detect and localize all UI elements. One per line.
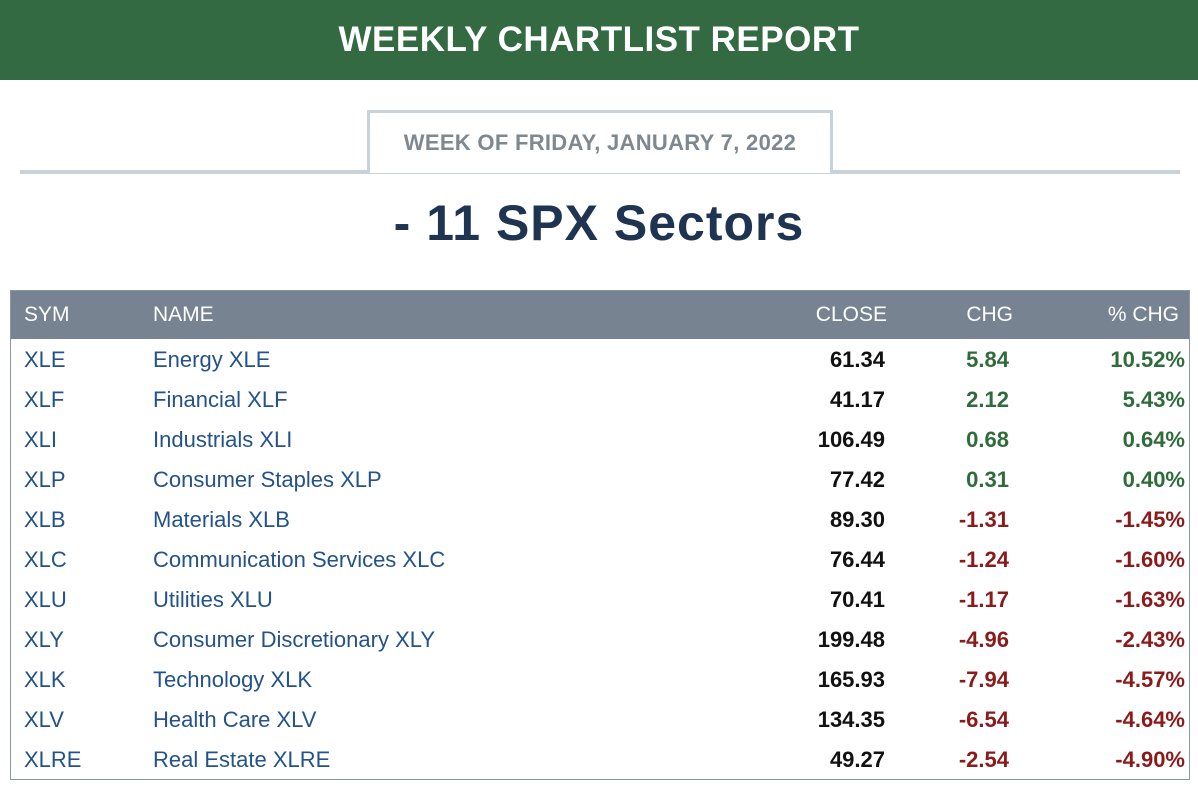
column-header-name[interactable]: NAME	[153, 303, 214, 326]
close-value: 134.35	[817, 707, 885, 732]
change-value: 0.68	[966, 427, 1009, 452]
table-row: XLU Utilities XLU 70.41 -1.17 -1.63%	[11, 580, 1189, 620]
pct-change-value: 5.43%	[1122, 387, 1185, 412]
table-row: XLV Health Care XLV 134.35 -6.54 -4.64%	[11, 700, 1189, 740]
week-label: WEEK OF FRIDAY, JANUARY 7, 2022	[403, 130, 797, 155]
close-value: 61.34	[829, 347, 885, 372]
section-title: - 11 SPX Sectors	[393, 195, 805, 251]
week-label-box: WEEK OF FRIDAY, JANUARY 7, 2022	[367, 110, 833, 173]
table-row: XLB Materials XLB 89.30 -1.31 -1.45%	[11, 500, 1189, 540]
report-banner: WEEKLY CHARTLIST REPORT	[0, 0, 1198, 80]
pct-change-value: 0.64%	[1122, 427, 1185, 452]
pct-change-value: -2.43%	[1115, 627, 1185, 652]
close-value: 89.30	[829, 507, 885, 532]
change-value: -7.94	[958, 667, 1009, 692]
table-row: XLF Financial XLF 41.17 2.12 5.43%	[11, 380, 1189, 420]
pct-change-value: -1.45%	[1115, 507, 1185, 532]
sector-name-link[interactable]: Consumer Discretionary XLY	[153, 627, 436, 652]
sector-name-link[interactable]: Consumer Staples XLP	[153, 467, 382, 492]
table-row: XLP Consumer Staples XLP 77.42 0.31 0.40%	[11, 460, 1189, 500]
column-header-pct-chg[interactable]: % CHG	[1107, 303, 1179, 326]
symbol-link[interactable]: XLRE	[24, 747, 82, 772]
sector-name-link[interactable]: Financial XLF	[153, 387, 288, 412]
sector-name-link[interactable]: Communication Services XLC	[153, 547, 446, 572]
table-row: XLC Communication Services XLC 76.44 -1.24 -…	[11, 540, 1189, 580]
close-value: 199.48	[817, 627, 885, 652]
table-row: XLI Industrials XLI 106.49 0.68 0.64%	[11, 420, 1189, 460]
pct-change-value: 0.40%	[1122, 467, 1185, 492]
pct-change-value: -1.60%	[1115, 547, 1185, 572]
table-row: XLE Energy XLE 61.34 5.84 10.52%	[11, 340, 1189, 380]
close-value: 77.42	[829, 467, 885, 492]
sector-name-link[interactable]: Health Care XLV	[153, 707, 317, 732]
change-value: 0.31	[966, 467, 1009, 492]
table-header: SYM NAME CLOSE CHG % CHG	[11, 291, 1189, 339]
symbol-link[interactable]: XLB	[24, 507, 66, 532]
change-value: -2.54	[958, 747, 1009, 772]
pct-change-value: 10.52%	[1110, 347, 1185, 372]
close-value: 76.44	[829, 547, 885, 572]
symbol-link[interactable]: XLF	[24, 387, 65, 412]
column-header-chg[interactable]: CHG	[966, 303, 1013, 326]
change-value: 2.12	[966, 387, 1009, 412]
sector-name-link[interactable]: Materials XLB	[153, 507, 290, 532]
pct-change-value: -4.57%	[1115, 667, 1185, 692]
symbol-link[interactable]: XLP	[24, 467, 66, 492]
table-row: XLRE Real Estate XLRE 49.27 -2.54 -4.90%	[11, 740, 1189, 780]
sector-name-link[interactable]: Energy XLE	[153, 347, 271, 372]
change-value: -1.24	[958, 547, 1009, 572]
change-value: -1.31	[958, 507, 1009, 532]
table-row: XLY Consumer Discretionary XLY 199.48 -4.96…	[11, 620, 1189, 660]
close-value: 49.27	[829, 747, 885, 772]
symbol-link[interactable]: XLC	[24, 547, 67, 572]
change-value: -1.17	[958, 587, 1009, 612]
change-value: -6.54	[958, 707, 1009, 732]
change-value: 5.84	[966, 347, 1009, 372]
sector-name-link[interactable]: Technology XLK	[153, 667, 312, 692]
close-value: 41.17	[829, 387, 885, 412]
symbol-link[interactable]: XLE	[24, 347, 66, 372]
column-header-close[interactable]: CLOSE	[815, 303, 887, 326]
symbol-link[interactable]: XLI	[24, 427, 58, 452]
symbol-link[interactable]: XLU	[24, 587, 67, 612]
close-value: 70.41	[829, 587, 885, 612]
pct-change-value: -1.63%	[1115, 587, 1185, 612]
close-value: 165.93	[817, 667, 885, 692]
sectors-table: SYM NAME CLOSE CHG % CHG XLE Energy XLE 61…	[10, 290, 1190, 780]
symbol-link[interactable]: XLV	[24, 707, 64, 732]
pct-change-value: -4.64%	[1115, 707, 1185, 732]
table-row: XLK Technology XLK 165.93 -7.94 -4.57%	[11, 660, 1189, 700]
change-value: -4.96	[958, 627, 1009, 652]
symbol-link[interactable]: XLK	[24, 667, 66, 692]
sector-name-link[interactable]: Utilities XLU	[153, 587, 273, 612]
sector-name-link[interactable]: Real Estate XLRE	[153, 747, 331, 772]
symbol-link[interactable]: XLY	[24, 627, 64, 652]
pct-change-value: -4.90%	[1115, 747, 1185, 772]
report-title: WEEKLY CHARTLIST REPORT	[338, 20, 860, 59]
sector-name-link[interactable]: Industrials XLI	[153, 427, 293, 452]
close-value: 106.49	[817, 427, 885, 452]
column-header-sym[interactable]: SYM	[24, 303, 70, 326]
